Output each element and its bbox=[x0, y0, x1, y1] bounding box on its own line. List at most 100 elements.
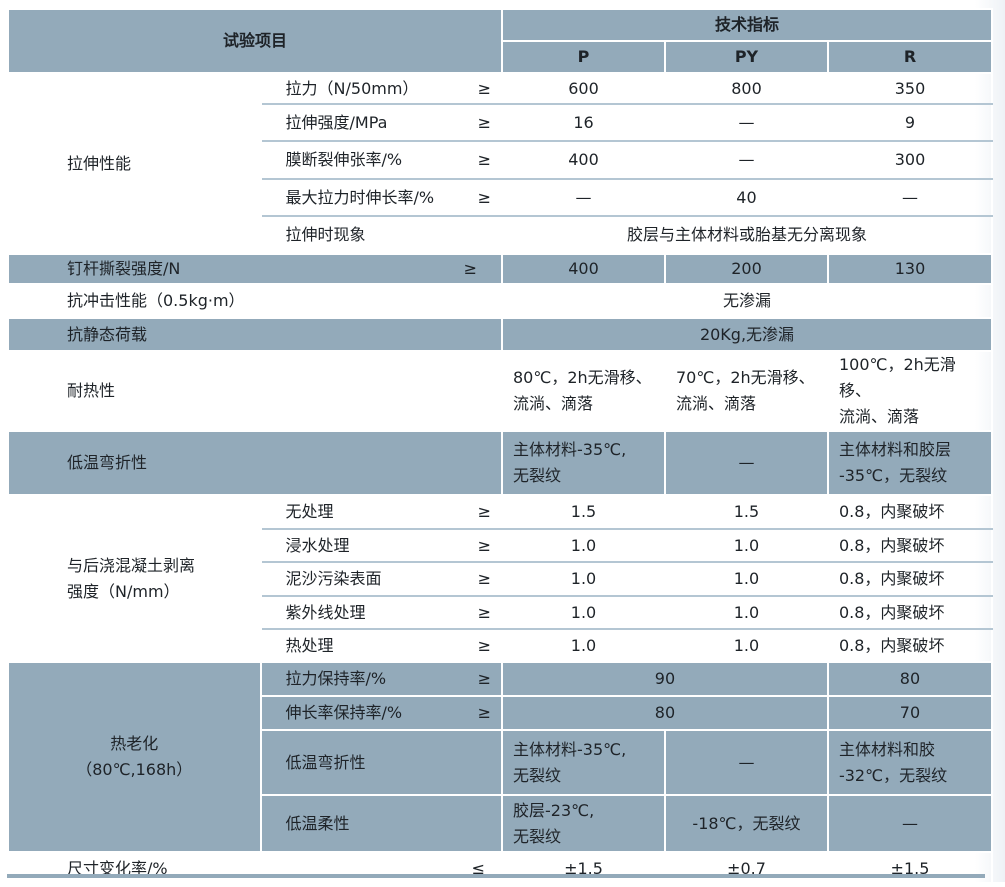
value-p: 1.0 bbox=[501, 561, 666, 597]
table-row: 耐热性 80℃，2h无滑移、 流淌、滴落 70℃，2h无滑移、 流淌、滴落 100℃… bbox=[7, 350, 994, 432]
value-py: 40 bbox=[663, 178, 829, 217]
value-py: 1.0 bbox=[663, 595, 829, 630]
line: -32℃，无裂纹 bbox=[838, 765, 948, 785]
table-row: 热处理 ≥ 1.0 1.0 0.8，内聚破坏 bbox=[8, 628, 994, 663]
item-name: 泥沙污染表面 bbox=[285, 569, 382, 588]
item-name: 伸长率保持率/% bbox=[285, 703, 403, 722]
value-py: 70℃，2h无滑移、 流淌、滴落 bbox=[663, 350, 829, 432]
table-row: 低温弯折性 主体材料-35℃, 无裂纹 — 主体材料和胶 -32℃，无裂纹 bbox=[8, 729, 994, 796]
operator: ≥ bbox=[477, 78, 491, 98]
value-r: 0.8，内聚破坏 bbox=[826, 561, 994, 597]
operator: ≥ bbox=[477, 569, 491, 588]
line: 主体材料和胶 bbox=[838, 739, 935, 759]
value-p: 胶层-23℃, 无裂纹 bbox=[501, 794, 666, 853]
value-r: — bbox=[826, 178, 994, 217]
item-name: 最大拉力时伸长率/% bbox=[285, 187, 435, 207]
aging-label: 热老化 （80℃,168h） bbox=[7, 661, 262, 853]
value-py: 800 bbox=[663, 72, 829, 105]
line: -35℃，无裂纹 bbox=[838, 466, 948, 485]
value-py: — bbox=[663, 729, 829, 796]
line: 胶层-23℃, bbox=[513, 800, 595, 820]
value-py: 1.0 bbox=[663, 561, 829, 597]
item-name: 低温弯折性 bbox=[7, 430, 503, 496]
value-py: 1.5 bbox=[663, 494, 829, 530]
value-r: 80 bbox=[826, 661, 994, 697]
header-col-p: P bbox=[501, 40, 666, 74]
value-r: ±1.5 bbox=[826, 851, 994, 887]
value-p: ±1.5 bbox=[501, 851, 666, 887]
table-row: 伸长率保持率/% ≥ 80 70 bbox=[8, 695, 994, 731]
value-py: 1.0 bbox=[663, 528, 829, 563]
value-r: 70 bbox=[826, 695, 994, 731]
line: 强度（N/mm） bbox=[67, 581, 180, 601]
value-p: 400 bbox=[501, 253, 666, 285]
table-row: 拉伸时现象 胶层与主体材料或胎基无分离现象 bbox=[8, 215, 993, 255]
line: 80℃，2h无滑移、 bbox=[513, 368, 652, 387]
item-name: 紫外线处理 bbox=[285, 602, 366, 622]
line: （80℃,168h） bbox=[76, 760, 193, 779]
line: 主体材料-35℃, bbox=[513, 440, 627, 459]
table-row: 最大拉力时伸长率/% ≥ — 40 — bbox=[8, 178, 994, 217]
bottom-rule bbox=[7, 874, 985, 878]
value-py: ±0.7 bbox=[663, 851, 829, 887]
value-all: 胶层与主体材料或胎基无分离现象 bbox=[501, 215, 993, 255]
item-name: 浸水处理 bbox=[285, 535, 350, 555]
item-name: 无处理 bbox=[285, 502, 334, 521]
line: 70℃，2h无滑移、 bbox=[675, 368, 815, 387]
table-row: 钉杆撕裂强度/N ≥ 400 200 130 bbox=[7, 253, 994, 285]
table-row: 低温弯折性 主体材料-35℃, 无裂纹 — 主体材料和胶层 -35℃，无裂纹 bbox=[7, 430, 994, 496]
value-p: 80℃，2h无滑移、 流淌、滴落 bbox=[501, 350, 666, 432]
value-py: — bbox=[663, 140, 829, 180]
item-name: 低温柔性 bbox=[259, 794, 504, 853]
operator: ≥ bbox=[477, 703, 491, 722]
value-p: 1.0 bbox=[501, 528, 666, 563]
value-r: 0.8，内聚破坏 bbox=[826, 628, 994, 663]
value-all: 无渗漏 bbox=[501, 283, 993, 319]
item-name: 膜断裂伸张率/% bbox=[285, 150, 403, 169]
value-all: 20Kg,无渗漏 bbox=[501, 317, 993, 352]
operator: ≥ bbox=[477, 669, 491, 688]
value-p: 400 bbox=[501, 140, 666, 180]
table-row: 拉伸性能 拉力（N/50mm） ≥ 600 800 350 bbox=[7, 72, 994, 255]
table-row: 低温柔性 胶层-23℃, 无裂纹 -18℃，无裂纹 — bbox=[8, 794, 994, 853]
value-r: 350 bbox=[826, 72, 994, 105]
value-p: 1.0 bbox=[501, 595, 666, 630]
item-name: 尺寸变化率/% bbox=[67, 859, 168, 878]
line: 主体材料和胶层 bbox=[838, 440, 951, 459]
tensile-label: 拉伸性能 bbox=[7, 72, 262, 255]
item-name: 拉伸强度/MPa bbox=[285, 112, 388, 132]
value-py: -18℃，无裂纹 bbox=[663, 794, 829, 853]
line: 无裂纹 bbox=[513, 765, 562, 785]
operator: ≥ bbox=[477, 535, 491, 555]
value-p-py: 90 bbox=[501, 661, 829, 697]
line: 流淌、滴落 bbox=[675, 394, 756, 413]
value-py: — bbox=[663, 103, 829, 142]
item-name: 拉伸时现象 bbox=[259, 215, 504, 255]
value-r: 0.8，内聚破坏 bbox=[826, 528, 994, 563]
value-r: 0.8，内聚破坏 bbox=[826, 494, 994, 530]
value-p: 主体材料-35℃, 无裂纹 bbox=[501, 729, 666, 796]
value-py: 1.0 bbox=[663, 628, 829, 663]
value-p: 16 bbox=[501, 103, 666, 142]
operator: ≥ bbox=[463, 259, 477, 278]
line: 流淌、滴落 bbox=[513, 394, 594, 413]
operator: ≤ bbox=[471, 859, 485, 878]
operator: ≥ bbox=[477, 635, 491, 655]
value-r: 主体材料和胶 -32℃，无裂纹 bbox=[826, 729, 994, 796]
value-r: 主体材料和胶层 -35℃，无裂纹 bbox=[826, 430, 994, 496]
line: 无裂纹 bbox=[513, 466, 562, 485]
value-r: 100℃，2h无滑移、 流淌、滴落 bbox=[826, 350, 994, 432]
table-row: 热老化 （80℃,168h） 拉力保持率/% ≥ 90 80 bbox=[7, 661, 994, 853]
item-name: 耐热性 bbox=[7, 350, 503, 432]
table-row: 泥沙污染表面 ≥ 1.0 1.0 0.8，内聚破坏 bbox=[8, 561, 994, 597]
line: 主体材料-35℃, bbox=[513, 739, 627, 759]
item-name: 抗静态荷载 bbox=[7, 317, 503, 352]
value-r: — bbox=[826, 794, 994, 853]
table-row: 浸水处理 ≥ 1.0 1.0 0.8，内聚破坏 bbox=[8, 528, 994, 563]
value-r: 9 bbox=[826, 103, 994, 142]
header-col-r: R bbox=[826, 40, 994, 74]
operator: ≥ bbox=[477, 187, 491, 207]
value-p: 1.0 bbox=[501, 628, 666, 663]
value-p-py: 80 bbox=[501, 695, 829, 731]
table-row: 抗冲击性能（0.5kg·m） 无渗漏 bbox=[7, 283, 993, 319]
